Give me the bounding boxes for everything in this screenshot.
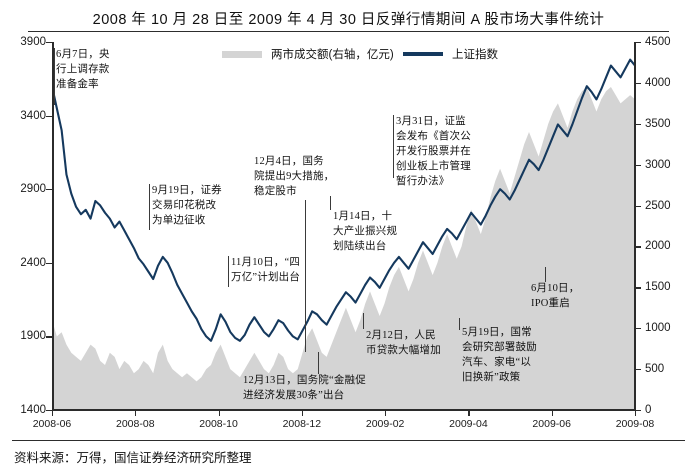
legend-swatch-line [403,52,443,56]
x-tick [135,410,137,416]
y-tick-right [635,123,641,125]
y-tick-right [635,328,641,330]
x-tick [218,410,220,416]
leader-a1 [54,48,55,105]
x-tick-label: 2009-08 [615,418,655,430]
x-tick [52,410,54,416]
y-tick-right [635,369,641,371]
x-tick [301,410,304,416]
series-canvas [52,58,635,410]
x-tick [551,410,553,416]
y-tick-left [46,262,52,264]
index-line-path [52,58,635,342]
leader-a10 [545,267,546,282]
y-tick-label-left: 2900 [20,183,46,196]
y-tick-label-right: 3000 [645,158,671,171]
annotation-2009-05-19: 5月19日，国常 会研究部署鼓励 汽车、家电“以 旧换新”政策 [462,327,537,383]
shanghai-index-line-series [52,58,635,342]
leader-a3 [228,256,229,287]
annotation-2008-11-10: 11月10日，“四 万亿”计划出台 [231,257,301,283]
y-tick-right [635,82,641,85]
x-tick-label: 2008-08 [116,418,155,430]
annotation-2009-03-31: 3月31日，证监 会发布《首次公 开发行股票并在 创业板上市管理 暂行办法》 [396,116,471,187]
legend-label-turnover: 两市成交额(右轴，亿元) [271,49,394,61]
x-tick-label: 2009-06 [532,418,571,430]
turnover-area-fill [52,86,635,410]
annotation-2008-12-13: 12月13日，国务院“金融促 进经济发展30条”出台 [243,375,366,401]
leader-a4 [305,200,306,352]
annotation-2009-06-10: 6月10日， IPO重启 [531,283,580,309]
x-tick-label: 2008-12 [282,418,322,430]
y-tick-right [635,246,641,248]
x-tick [468,410,470,416]
x-tick-label: 2009-02 [365,418,405,430]
y-tick-label-right: 1500 [645,281,671,294]
legend-swatch-area [222,50,262,58]
legend-item-index: 上证指数 [403,46,498,62]
y-tick-label-left: 1400 [20,404,46,416]
y-tick-left [46,410,52,412]
y-axis-left [52,42,54,410]
y-tick-label-left: 3400 [20,109,46,122]
y-tick-left [46,189,52,191]
chart-title-container: 2008 年 10 月 28 日至 2009 年 4 月 30 日反弹行情期间 … [0,8,697,29]
y-tick-label-right: 2000 [645,240,671,253]
x-tick [385,410,387,416]
leader-a7 [363,313,364,329]
y-tick-right [635,42,641,44]
y-tick-label-left: 2400 [20,256,46,269]
y-tick-right [635,205,641,207]
source-note: 资料来源：万得，国信证券经济研究所整理 [14,451,252,465]
y-axis-right [634,42,636,410]
leader-a9 [459,318,460,330]
x-tick-label: 2009-04 [449,418,488,430]
x-tick-label: 2008-10 [199,418,238,430]
y-tick-label-right: 500 [645,363,665,376]
x-axis [52,409,636,411]
footer-divider [12,440,685,441]
annotation-2009-02-12: 2月12日，人民 币贷款大幅增加 [366,330,441,356]
x-tick [635,410,637,416]
annotation-2009-01-14: 1月14日，十 大产业振兴规 划陆续出台 [333,211,398,252]
annotation-2008-06-07: 6月7日，央 行上调存款 准备金率 [56,49,110,90]
title-divider [28,31,669,32]
y-tick-left [46,336,52,338]
y-tick-label-right: 2500 [645,199,671,212]
y-tick-right [635,164,641,166]
legend-label-index: 上证指数 [452,49,498,61]
leader-a2 [149,184,150,230]
y-tick-label-right: 1000 [645,322,671,335]
x-tick-label: 2008-06 [32,418,72,430]
y-tick-label-right: 4000 [645,76,671,89]
page-title: 2008 年 10 月 28 日至 2009 年 4 月 30 日反弹行情期间 … [92,12,605,28]
leader-a8 [393,115,394,178]
y-tick-label-right: 4500 [645,36,671,48]
annotation-2008-09-19: 9月19日，证券 交易印花税改 为单边征收 [152,185,222,226]
y-tick-left [46,42,52,44]
turnover-area-series [52,86,635,410]
annotation-2008-12-04: 12月4日，国务 院提出9大措施， 稳定股市 [254,156,335,197]
y-tick-left [46,115,52,117]
y-tick-right [635,410,641,412]
y-tick-label-right: 3500 [645,117,671,130]
leader-a6 [330,196,331,210]
legend-item-turnover: 两市成交额(右轴，亿元) [222,46,394,62]
y-tick-label-left: 3900 [20,36,46,48]
y-tick-label-left: 1900 [20,330,46,343]
leader-a5 [318,352,319,374]
y-tick-label-right: 0 [645,404,652,416]
y-tick-right [635,287,641,289]
